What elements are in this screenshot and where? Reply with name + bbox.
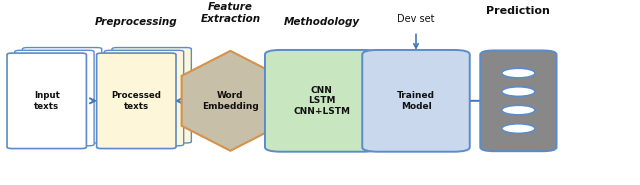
Text: Prediction: Prediction <box>486 6 550 16</box>
FancyBboxPatch shape <box>362 50 470 152</box>
Text: Preprocessing: Preprocessing <box>95 17 178 27</box>
Text: Dev set: Dev set <box>397 14 435 23</box>
Text: Word
Embedding: Word Embedding <box>202 91 259 110</box>
Text: Methodology: Methodology <box>284 17 360 27</box>
Text: Input
texts: Input texts <box>34 91 60 110</box>
Polygon shape <box>182 51 279 151</box>
FancyBboxPatch shape <box>112 48 191 143</box>
FancyBboxPatch shape <box>22 48 102 143</box>
Circle shape <box>502 87 535 96</box>
Text: Feature
Extraction: Feature Extraction <box>200 2 260 24</box>
FancyBboxPatch shape <box>97 53 176 149</box>
Circle shape <box>502 68 535 78</box>
Text: Processed
texts: Processed texts <box>111 91 161 110</box>
Text: CNN
LSTM
CNN+LSTM: CNN LSTM CNN+LSTM <box>293 86 351 116</box>
Circle shape <box>502 124 535 133</box>
FancyBboxPatch shape <box>104 50 184 146</box>
FancyBboxPatch shape <box>481 51 557 151</box>
Text: Trained
Model: Trained Model <box>397 91 435 110</box>
FancyBboxPatch shape <box>15 50 94 146</box>
Circle shape <box>502 105 535 115</box>
FancyBboxPatch shape <box>7 53 86 149</box>
FancyBboxPatch shape <box>265 50 379 152</box>
